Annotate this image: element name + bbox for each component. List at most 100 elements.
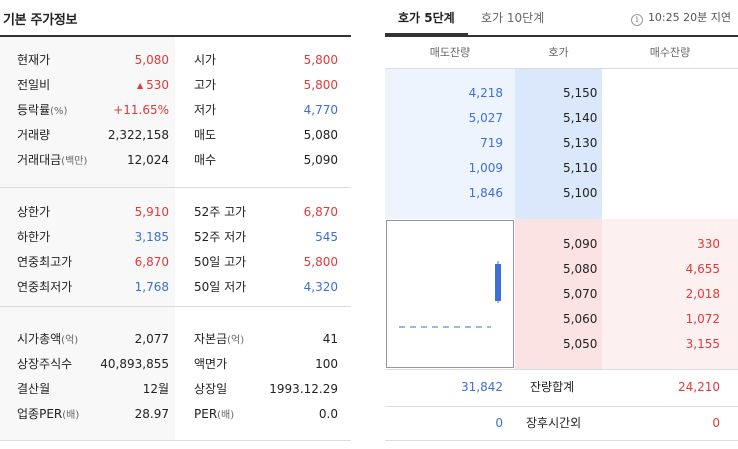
change-value-wrap: ▲ 530: [137, 73, 169, 98]
ask-row[interactable]: 5,027 5,140: [385, 106, 738, 131]
header-divider: [385, 68, 738, 69]
bid-volume: 330: [697, 237, 720, 251]
ask-price: 5,140: [563, 111, 598, 125]
info-row: 시가총액(억) 2,077 자본금(억) 41: [0, 327, 351, 352]
info-row: 거래대금(백만) 12,024 매수 5,090: [0, 148, 351, 173]
trade-amount-label-wrap: 거래대금(백만): [17, 148, 87, 174]
volume-value: 2,322,158: [107, 128, 169, 142]
company-section: [0, 307, 351, 440]
tab-orderbook-10[interactable]: 호가 10단계: [481, 11, 545, 25]
week52-low-label: 52주 저가: [194, 230, 247, 244]
per-label-wrap: PER(배): [194, 402, 234, 428]
listed-shares-label: 상장주식수: [17, 357, 73, 371]
bid-price: 5,090: [563, 237, 598, 251]
mini-candle-chart: [386, 220, 514, 368]
ask-volume: 1,846: [468, 186, 503, 200]
bid-row[interactable]: 5,070 2,018: [385, 282, 738, 307]
ask-price: 5,150: [563, 86, 598, 100]
market-cap-value: 2,077: [134, 332, 169, 346]
after-hours-bid-volume: 0: [712, 416, 720, 430]
bid-row[interactable]: 5,080 4,655: [385, 257, 738, 282]
open-price-value: 5,800: [303, 53, 338, 67]
low-price-value: 4,770: [303, 103, 338, 117]
section-divider: [0, 440, 351, 441]
bid-row[interactable]: 5,050 3,155: [385, 332, 738, 357]
price-section: [0, 37, 351, 187]
current-price-value: 5,080: [134, 53, 169, 67]
market-cap-label: 시가총액: [17, 332, 62, 346]
orderbook-header: 매도잔량 호가 매수잔량: [385, 37, 738, 69]
year-low-value: 1,768: [134, 280, 169, 294]
bid-price: 5,080: [563, 262, 598, 276]
year-high-value: 6,870: [134, 255, 169, 269]
ask-volume: 719: [480, 136, 503, 150]
tab-divider: [385, 35, 738, 37]
fiscal-month-value: 12월: [142, 382, 169, 396]
lower-limit-label: 하한가: [17, 230, 51, 244]
fiscal-month-label: 결산월: [17, 382, 51, 396]
per-unit: (배): [217, 410, 235, 421]
candle-body: [495, 264, 501, 301]
info-row: 현재가 5,080 시가 5,800: [0, 48, 351, 73]
industry-per-label-wrap: 업종PER(배): [17, 402, 79, 428]
bid-row[interactable]: 5,060 1,072: [385, 307, 738, 332]
active-tab-indicator: [385, 33, 468, 37]
week52-low-value: 545: [315, 230, 338, 244]
industry-per-value: 28.97: [134, 407, 169, 421]
year-low-label: 연중최저가: [17, 280, 73, 294]
info-row: 연중최고가 6,870 50일 고가 5,800: [0, 250, 351, 275]
listing-date-label: 상장일: [194, 382, 228, 396]
after-hours-ask-volume: 0: [495, 416, 503, 430]
ask-row[interactable]: 1,009 5,110: [385, 156, 738, 181]
per-value: 0.0: [318, 407, 338, 421]
bid-price: 5,070: [563, 287, 598, 301]
total-ask-volume: 31,842: [461, 380, 503, 394]
delay-text: 10:25 20분 지연: [647, 11, 731, 24]
ask-row[interactable]: 719 5,130: [385, 131, 738, 156]
bid-price-area: [515, 219, 602, 369]
trade-amount-value: 12,024: [127, 153, 169, 167]
bid-volume: 2,018: [685, 287, 720, 301]
orderbook-panel: 호가 5단계 호가 10단계 i 10:25 20분 지연 매도잔량 호가 매수잔…: [385, 0, 738, 449]
day50-low-value: 4,320: [303, 280, 338, 294]
bid-volume: 4,655: [685, 262, 720, 276]
stock-info-panel: 기본 주가정보 현재가 5,080 시가 5,800 전일비 ▲ 530 고가 5…: [0, 0, 351, 449]
section-divider: [0, 306, 351, 307]
info-row: 상한가 5,910 52주 고가 6,870: [0, 200, 351, 225]
range-section: [0, 188, 351, 306]
ask-row[interactable]: 4,218 5,150: [385, 81, 738, 106]
title-divider: [0, 35, 351, 37]
par-value-label: 액면가: [194, 357, 228, 371]
capital-value: 41: [322, 332, 338, 346]
ask-price: 5,100: [563, 186, 598, 200]
bid-row[interactable]: 5,090 330: [385, 232, 738, 257]
stock-info-title: 기본 주가정보: [3, 13, 78, 28]
listing-date-value: 1993.12.29: [269, 382, 338, 396]
summary-divider: [385, 369, 738, 370]
price-header: 호가: [548, 46, 569, 59]
day50-high-label: 50일 고가: [194, 255, 247, 269]
ask-price: 5,130: [563, 136, 598, 150]
bid-volume-header: 매수잔량: [649, 46, 691, 59]
bid-volume: 1,072: [685, 312, 720, 326]
week52-high-value: 6,870: [303, 205, 338, 219]
week52-high-label: 52주 고가: [194, 205, 247, 219]
info-icon[interactable]: i: [630, 14, 643, 26]
upper-limit-value: 5,910: [134, 205, 169, 219]
bid-label: 매수: [194, 153, 217, 167]
ask-value: 5,080: [303, 128, 338, 142]
change-rate-label-wrap: 등락률(%): [17, 98, 67, 124]
info-row: 상장주식수 40,893,855 액면가 100: [0, 352, 351, 377]
change-rate-value: +11.65%: [113, 103, 169, 117]
ask-price: 5,110: [563, 161, 598, 175]
tab-orderbook-5[interactable]: 호가 5단계: [398, 11, 455, 25]
ask-row[interactable]: 1,846 5,100: [385, 181, 738, 206]
summary-divider: [385, 406, 738, 407]
volume-label: 거래량: [17, 128, 51, 142]
summary-divider: [385, 440, 738, 441]
info-row: 하한가 3,185 52주 저가 545: [0, 225, 351, 250]
per-label: PER: [194, 407, 218, 421]
bid-price: 5,060: [563, 312, 598, 326]
ask-label: 매도: [194, 128, 217, 142]
capital-label: 자본금: [194, 332, 228, 346]
